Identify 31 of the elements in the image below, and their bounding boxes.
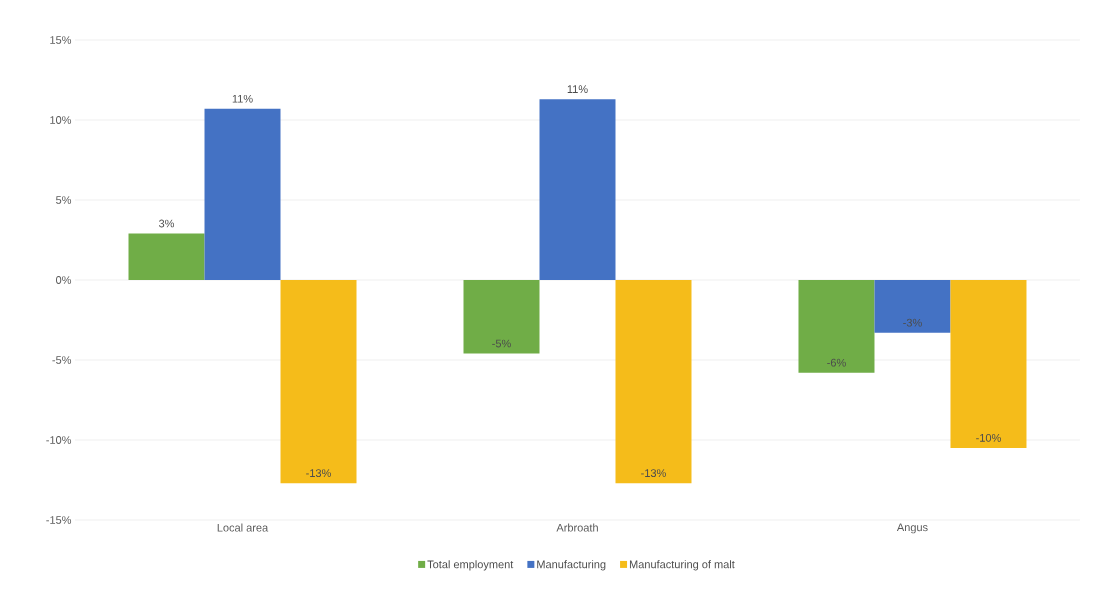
data-label: -13% bbox=[641, 469, 666, 477]
legend-label: Manufacturing bbox=[537, 560, 606, 571]
y-tick-label: -5% bbox=[52, 356, 72, 364]
data-label: -5% bbox=[492, 339, 511, 348]
y-tick-label: 5% bbox=[56, 196, 72, 204]
bar bbox=[950, 279, 1027, 448]
bar bbox=[463, 279, 540, 354]
y-tick-label: 15% bbox=[50, 36, 72, 44]
x-tick-label: Arbroath bbox=[556, 523, 598, 532]
data-label: 11% bbox=[567, 85, 588, 93]
data-label: 3% bbox=[158, 219, 175, 228]
y-tick-label: 0% bbox=[56, 276, 72, 284]
y-tick-label: -15% bbox=[46, 516, 72, 524]
x-tick-label: Angus bbox=[896, 523, 928, 534]
data-label: -13% bbox=[306, 469, 331, 477]
data-label: -3% bbox=[903, 318, 922, 327]
x-tick-label: Local area bbox=[217, 523, 269, 532]
y-tick-label: 10% bbox=[50, 116, 72, 124]
bar bbox=[615, 279, 692, 484]
bar bbox=[539, 99, 616, 280]
data-label: -6% bbox=[827, 358, 846, 367]
bar bbox=[798, 279, 875, 373]
bar bbox=[128, 233, 205, 280]
bar bbox=[874, 279, 951, 333]
bar bbox=[204, 108, 281, 280]
legend-label: Total employment bbox=[427, 560, 514, 571]
legend-label: Manufacturing of malt bbox=[629, 560, 735, 571]
bar bbox=[280, 279, 357, 484]
data-label: -10% bbox=[976, 434, 1001, 442]
data-label: 11% bbox=[232, 94, 253, 103]
y-tick-label: -10% bbox=[46, 436, 72, 444]
